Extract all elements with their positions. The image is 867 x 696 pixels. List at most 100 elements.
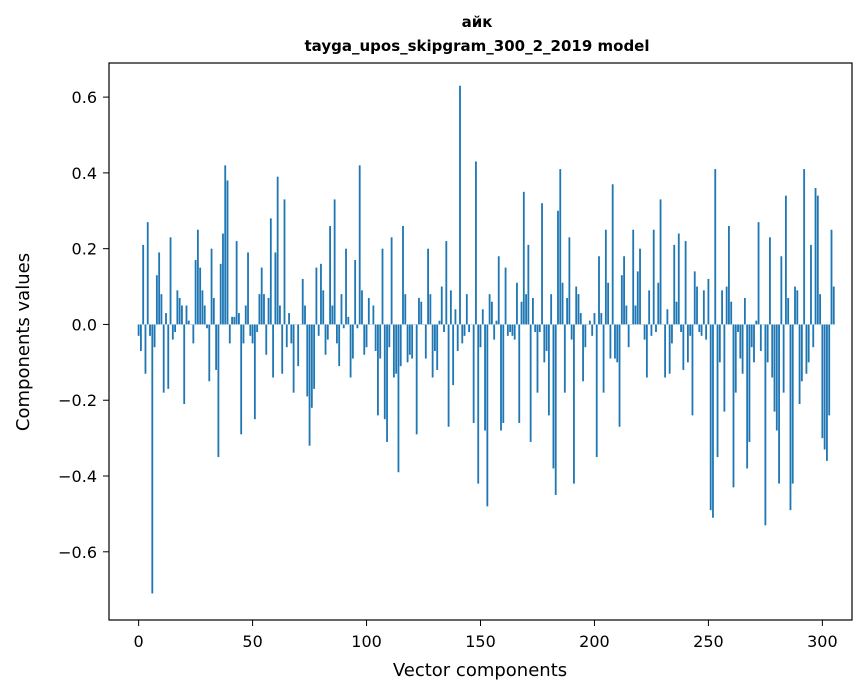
bar bbox=[338, 324, 341, 367]
bar bbox=[561, 282, 564, 325]
bar bbox=[361, 290, 363, 325]
bar bbox=[577, 294, 580, 325]
bar bbox=[320, 263, 322, 325]
bar bbox=[235, 241, 238, 325]
bar bbox=[516, 282, 518, 325]
bar bbox=[151, 324, 154, 594]
bar bbox=[627, 324, 630, 348]
bar bbox=[149, 324, 151, 336]
bar bbox=[513, 324, 516, 340]
bar bbox=[490, 301, 493, 325]
bar bbox=[789, 324, 792, 511]
bar bbox=[506, 324, 509, 336]
bar bbox=[625, 305, 628, 325]
bar bbox=[155, 275, 158, 325]
x-tick-label: 100 bbox=[351, 632, 382, 651]
bar bbox=[165, 313, 167, 325]
y-tick-label: 0.4 bbox=[72, 164, 97, 183]
chart-title-line1: айк bbox=[462, 13, 493, 31]
bar bbox=[584, 324, 587, 348]
bar bbox=[675, 301, 678, 325]
bar bbox=[759, 324, 762, 351]
bar bbox=[497, 256, 500, 325]
bar bbox=[607, 282, 610, 325]
bar bbox=[618, 324, 621, 427]
bar bbox=[479, 324, 482, 348]
bar bbox=[527, 244, 530, 325]
bar bbox=[696, 286, 698, 325]
bar bbox=[803, 169, 806, 325]
bar bbox=[545, 324, 548, 351]
bar bbox=[495, 320, 498, 325]
bar bbox=[814, 188, 817, 325]
bar bbox=[169, 237, 172, 325]
bar bbox=[392, 324, 395, 378]
bar bbox=[468, 324, 471, 333]
bar bbox=[342, 324, 345, 329]
bar bbox=[326, 324, 329, 340]
bar bbox=[732, 324, 735, 488]
bar bbox=[347, 316, 350, 325]
y-tick-label: 0.6 bbox=[72, 88, 97, 107]
bar bbox=[140, 324, 142, 351]
bar bbox=[404, 294, 407, 325]
bar bbox=[285, 324, 288, 348]
bar bbox=[459, 85, 461, 325]
bar bbox=[511, 324, 514, 336]
bar bbox=[210, 248, 213, 325]
bar bbox=[755, 320, 758, 325]
bar bbox=[684, 241, 687, 325]
bar bbox=[420, 301, 423, 325]
bar bbox=[171, 324, 174, 340]
bar bbox=[775, 324, 778, 431]
bar bbox=[600, 313, 603, 325]
bar bbox=[363, 324, 366, 355]
bar bbox=[379, 324, 382, 359]
bar bbox=[725, 286, 728, 325]
bar bbox=[728, 225, 730, 325]
bar bbox=[823, 324, 826, 450]
x-axis-ticks: 0 50 100 150 200 250 300 bbox=[134, 620, 838, 651]
bar bbox=[456, 324, 459, 351]
bar bbox=[240, 324, 243, 435]
bar bbox=[538, 324, 541, 333]
bar bbox=[486, 324, 489, 507]
bar bbox=[800, 324, 803, 382]
bar bbox=[137, 324, 140, 336]
bar bbox=[215, 324, 218, 370]
bar bbox=[377, 324, 379, 416]
bar bbox=[390, 237, 393, 325]
x-tick-label: 50 bbox=[242, 632, 262, 651]
y-axis-ticks: −0.6 −0.4 −0.2 0.0 0.2 0.4 0.6 bbox=[58, 88, 109, 562]
bar bbox=[598, 256, 600, 325]
bar bbox=[374, 324, 377, 351]
bar bbox=[399, 324, 402, 367]
bar bbox=[741, 324, 744, 374]
bar bbox=[709, 324, 712, 511]
bar bbox=[222, 233, 224, 325]
bar bbox=[429, 294, 432, 325]
bar bbox=[816, 195, 819, 325]
bar bbox=[529, 324, 532, 442]
bar bbox=[203, 305, 206, 325]
bar bbox=[196, 229, 199, 325]
bar bbox=[452, 324, 455, 386]
bar bbox=[794, 286, 796, 325]
bar bbox=[472, 324, 475, 423]
bar bbox=[550, 294, 553, 325]
bar bbox=[418, 297, 420, 325]
bar bbox=[532, 297, 534, 325]
bar bbox=[554, 324, 557, 495]
bar bbox=[381, 248, 384, 325]
bar bbox=[349, 324, 352, 378]
y-tick-label: −0.4 bbox=[58, 467, 97, 486]
bar bbox=[436, 324, 439, 370]
bar bbox=[573, 324, 575, 484]
bar bbox=[397, 324, 400, 473]
bar bbox=[568, 237, 571, 325]
x-tick-label: 0 bbox=[134, 632, 144, 651]
bar bbox=[322, 290, 325, 325]
bar bbox=[500, 324, 502, 431]
plot-frame bbox=[108, 62, 853, 621]
bar bbox=[718, 324, 721, 363]
